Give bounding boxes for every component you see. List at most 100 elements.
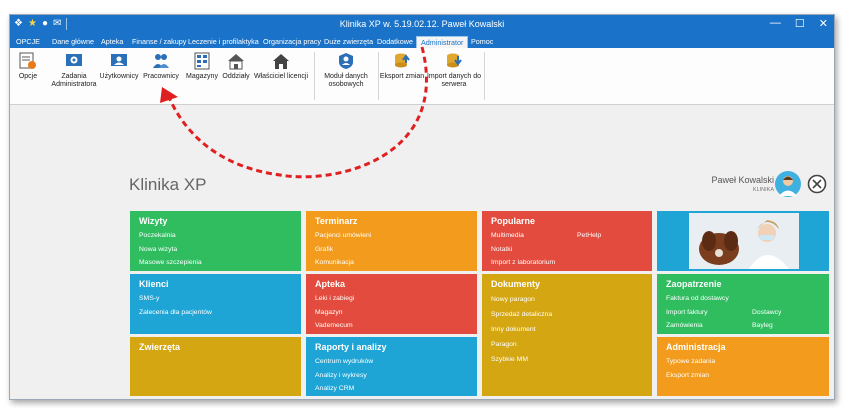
uzytkownicy-label: Użytkownicy (99, 73, 139, 80)
ribbon-separator (484, 52, 485, 100)
tile-zwierzeta[interactable]: Zwierzęta (130, 337, 301, 396)
menu-leczenie[interactable]: Leczenie i profilaktyka (188, 37, 259, 46)
tile-link[interactable]: Bayleg (752, 322, 773, 329)
menu-duze-zwierzeta[interactable]: Duże zwierzęta (324, 37, 374, 46)
menu-dane-glowne[interactable]: Dane główne (52, 37, 94, 46)
close-button[interactable]: ✕ (818, 18, 828, 30)
tile-link[interactable]: Zalecenia dla pacjentów (139, 309, 212, 316)
modul-label-1: Moduł danych (324, 73, 368, 80)
tile-link[interactable]: Szybkie MM (491, 356, 529, 363)
tile-link[interactable]: SMS-y (139, 295, 160, 302)
magazyny-button[interactable]: Magazyny (184, 51, 220, 81)
tile-title: Zwierzęta (139, 342, 181, 352)
import-label-1: Import danych do (426, 73, 482, 80)
tile-link[interactable]: Grafik (315, 246, 334, 253)
tile-klienci[interactable]: Klienci SMS-y Zalecenia dla pacjentów (130, 274, 301, 334)
opcje-label: Opcje (18, 73, 38, 80)
tile-zaopatrzenie[interactable]: Zaopatrzenie Faktura od dostawcy Import … (657, 274, 829, 334)
logout-close-icon[interactable] (807, 174, 827, 194)
tile-link[interactable]: Nowy paragon (491, 296, 535, 303)
menu-bar: OPCJE Dane główne Apteka Finanse / zakup… (10, 35, 834, 48)
oddzialy-button[interactable]: Oddziały (220, 51, 252, 81)
database-export-icon (395, 53, 410, 68)
settings-icon (19, 52, 36, 69)
eksport-zmian-button[interactable]: Eksport zmian (378, 51, 426, 81)
user-name: Paweł Kowalski (711, 175, 774, 185)
user-org: KLINIKA (752, 187, 774, 193)
tile-link[interactable]: Poczekalnia (139, 232, 176, 239)
tile-link[interactable]: Multimedia (491, 232, 524, 239)
zadania-administratora-button[interactable]: Zadania Administratora (46, 51, 102, 89)
tile-link[interactable]: Notatki (491, 246, 513, 253)
quick-access-toolbar: ❖ ★ ● ✉ (14, 18, 68, 30)
tile-link[interactable]: Import z laboratorium (491, 259, 556, 266)
tile-link[interactable]: Pacjenci umówieni (315, 232, 372, 239)
modul-danych-osobowych-button[interactable]: Moduł danych osobowych (316, 51, 376, 89)
tile-link[interactable]: Eksport zmian (666, 372, 710, 379)
admin-tasks-icon (66, 54, 82, 66)
circle-icon[interactable]: ● (41, 18, 48, 29)
tile-link[interactable]: Inny dokument (491, 326, 536, 333)
title-bar: ❖ ★ ● ✉ Klinika XP w. 5.19.02.12. Paweł … (10, 15, 834, 35)
tile-link[interactable]: Vademecum (315, 322, 353, 329)
pracownicy-label: Pracownicy (143, 73, 179, 80)
tile-raporty[interactable]: Raporty i analizy Centrum wydruków Anali… (306, 337, 477, 396)
app-title: Klinika XP (129, 175, 207, 194)
tile-link[interactable]: Dostawcy (752, 309, 782, 316)
tile-popularne[interactable]: Popularne Multimedia Notatki Import z la… (482, 211, 652, 271)
tile-link[interactable]: Analizy CRM (315, 385, 355, 392)
tile-link[interactable]: Masowe szczepienia (139, 259, 202, 266)
menu-dodatkowe[interactable]: Dodatkowe (377, 37, 413, 46)
tile-link[interactable]: Sprzedaż detaliczna (491, 311, 553, 318)
tile-administracja[interactable]: Administracja Typowe zadania Eksport zmi… (657, 337, 829, 396)
tile-link[interactable]: Zamówienia (666, 322, 703, 329)
opcje-button[interactable]: Opcje (14, 51, 42, 81)
vet-with-dog-image (657, 211, 829, 271)
tile-link[interactable]: Komunikacja (315, 259, 354, 266)
tile-dokumenty[interactable]: Dokumenty Nowy paragon Sprzedaż detalicz… (482, 274, 652, 396)
avatar[interactable] (774, 170, 802, 198)
tile-link[interactable]: Paragon (491, 341, 517, 348)
tile-apteka[interactable]: Apteka Leki i zabiegi Magazyn Vademecum (306, 274, 477, 334)
menu-opcje[interactable]: OPCJE (16, 37, 40, 46)
wlasciciel-licencji-button[interactable]: Właściciel licencji (252, 51, 310, 81)
separator (66, 18, 68, 30)
tile-title: Wizyty (139, 216, 168, 226)
menu-organizacja[interactable]: Organizacja pracy (263, 37, 321, 46)
tile-link[interactable]: Nowa wizyta (139, 246, 178, 253)
shield-user-icon (339, 53, 353, 69)
tile-wizyty[interactable]: Wizyty Poczekalnia Nowa wizyta Masowe sz… (130, 211, 301, 271)
tile-link[interactable]: PetHelp (577, 232, 602, 239)
menu-finanse[interactable]: Finanse / zakupy (132, 37, 187, 46)
pracownicy-button[interactable]: Pracownicy (141, 51, 181, 81)
menu-apteka[interactable]: Apteka (101, 37, 124, 46)
menu-administrator[interactable]: Administrator (416, 36, 469, 48)
uzytkownicy-button[interactable]: Użytkownicy (98, 51, 140, 81)
tile-terminarz[interactable]: Terminarz Pacjenci umówieni Grafik Komun… (306, 211, 477, 271)
minimize-button[interactable]: — (769, 17, 781, 29)
user-info: Paweł Kowalski KLINIKA (711, 175, 774, 193)
window-title: Klinika XP w. 5.19.02.12. Paweł Kowalski (339, 19, 505, 29)
tile-link[interactable]: Leki i zabiegi (315, 295, 355, 302)
import-label-2: serwera (441, 81, 467, 88)
zadania-label-1: Zadania (61, 73, 87, 80)
tile-link[interactable]: Typowe zadania (666, 358, 716, 365)
tile-link[interactable]: Faktura od dostawcy (666, 295, 729, 302)
mail-icon[interactable]: ✉ (52, 18, 62, 29)
tile-title: Terminarz (315, 216, 358, 226)
tile-link[interactable]: Analizy i wykresy (315, 372, 367, 379)
tile-title: Apteka (315, 279, 346, 289)
star-icon[interactable]: ★ (27, 18, 37, 29)
maximize-button[interactable]: ☐ (794, 18, 805, 30)
ribbon-separator (378, 52, 379, 100)
tile-link[interactable]: Magazyn (315, 309, 343, 316)
users-icon (111, 54, 127, 66)
menu-pomoc[interactable]: Pomoc (471, 37, 494, 46)
paw-icon[interactable]: ❖ (14, 18, 23, 29)
home-icon (273, 54, 289, 69)
tile-link[interactable]: Import faktury (666, 309, 708, 316)
zadania-label-2: Administratora (51, 81, 97, 88)
ribbon-separator (314, 52, 315, 100)
import-danych-button[interactable]: Import danych do serwera (426, 51, 482, 89)
tile-link[interactable]: Centrum wydruków (315, 358, 374, 365)
